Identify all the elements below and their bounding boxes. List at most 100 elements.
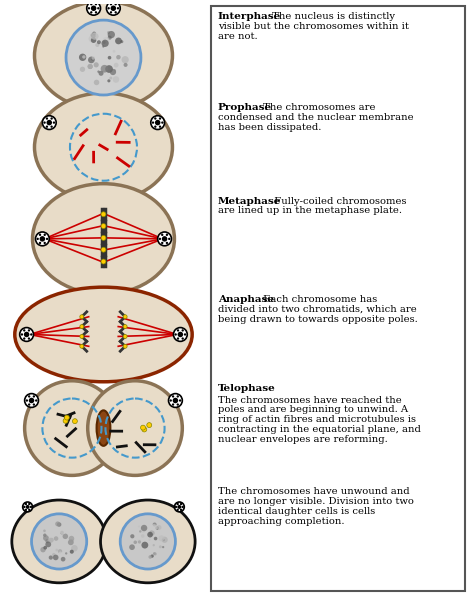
Circle shape [29,398,34,403]
Circle shape [55,549,58,552]
Circle shape [53,121,55,124]
Circle shape [97,7,100,10]
Circle shape [110,11,112,14]
Circle shape [23,337,26,340]
Circle shape [46,539,50,543]
Circle shape [43,530,46,532]
Circle shape [28,337,30,340]
Circle shape [60,531,64,534]
Ellipse shape [12,500,107,583]
Circle shape [154,537,157,540]
Text: Telophase: Telophase [218,384,275,393]
Circle shape [180,509,182,511]
Circle shape [134,540,137,544]
Circle shape [177,505,182,509]
Circle shape [88,57,95,63]
Circle shape [182,506,184,508]
Text: poles and are beginning to unwind. A: poles and are beginning to unwind. A [218,405,408,414]
Circle shape [159,118,161,120]
Text: Prophase: Prophase [218,103,272,112]
Circle shape [25,393,38,407]
Circle shape [23,506,26,508]
Circle shape [115,11,117,14]
Circle shape [64,415,69,420]
Circle shape [30,333,33,336]
Circle shape [158,536,164,541]
Circle shape [40,236,45,242]
Circle shape [42,116,56,130]
Circle shape [50,125,53,128]
Circle shape [179,399,181,402]
Circle shape [70,550,74,553]
Circle shape [36,238,39,240]
Circle shape [95,11,97,14]
Circle shape [80,325,84,328]
Circle shape [24,332,29,337]
Circle shape [177,337,179,340]
Text: contracting in the equatorial plane, and: contracting in the equatorial plane, and [218,425,420,434]
Circle shape [151,524,157,531]
Circle shape [20,328,34,341]
Circle shape [109,76,112,79]
Circle shape [117,7,119,10]
Text: divided into two chromatids, which are: divided into two chromatids, which are [218,305,417,314]
Text: are not.: are not. [218,32,257,41]
Circle shape [91,56,95,60]
Circle shape [182,337,184,340]
Circle shape [44,121,46,124]
Circle shape [116,55,121,60]
Circle shape [80,344,84,348]
Circle shape [138,540,141,543]
Circle shape [120,40,123,43]
Circle shape [110,5,116,11]
Circle shape [65,552,67,555]
Circle shape [91,33,98,40]
Text: Fully-coiled chromosomes: Fully-coiled chromosomes [268,196,407,205]
Circle shape [79,54,86,61]
Circle shape [44,242,46,244]
Circle shape [33,404,35,406]
Circle shape [91,33,95,38]
Circle shape [23,502,33,512]
Circle shape [140,527,146,533]
Circle shape [120,514,175,569]
Circle shape [59,528,66,534]
Circle shape [170,399,172,402]
Text: identical daughter cells is cells: identical daughter cells is cells [218,507,375,516]
Circle shape [73,418,77,424]
Circle shape [155,120,160,125]
Circle shape [166,233,168,236]
Circle shape [94,79,100,85]
Circle shape [153,544,155,546]
Circle shape [71,545,78,552]
Circle shape [178,332,183,337]
Circle shape [63,418,68,423]
Circle shape [147,423,152,427]
Circle shape [138,525,140,528]
Text: The chromosomes are: The chromosomes are [260,103,376,112]
Circle shape [55,521,60,527]
FancyBboxPatch shape [211,7,465,590]
Text: Each chromosome has: Each chromosome has [260,295,377,304]
Circle shape [123,325,127,328]
Circle shape [114,63,118,67]
Circle shape [169,393,182,407]
Circle shape [108,31,115,38]
Circle shape [43,534,46,537]
Text: Interphase: Interphase [218,12,281,21]
Circle shape [153,552,156,555]
Circle shape [100,65,109,73]
Circle shape [123,344,127,348]
Circle shape [155,526,159,530]
Circle shape [95,3,97,5]
Circle shape [47,538,53,543]
Circle shape [99,71,103,76]
Circle shape [162,236,167,242]
Ellipse shape [35,1,173,110]
Circle shape [161,233,164,236]
Circle shape [46,118,48,120]
Circle shape [49,555,53,559]
Ellipse shape [15,287,192,381]
Circle shape [91,57,94,61]
Circle shape [162,537,168,543]
